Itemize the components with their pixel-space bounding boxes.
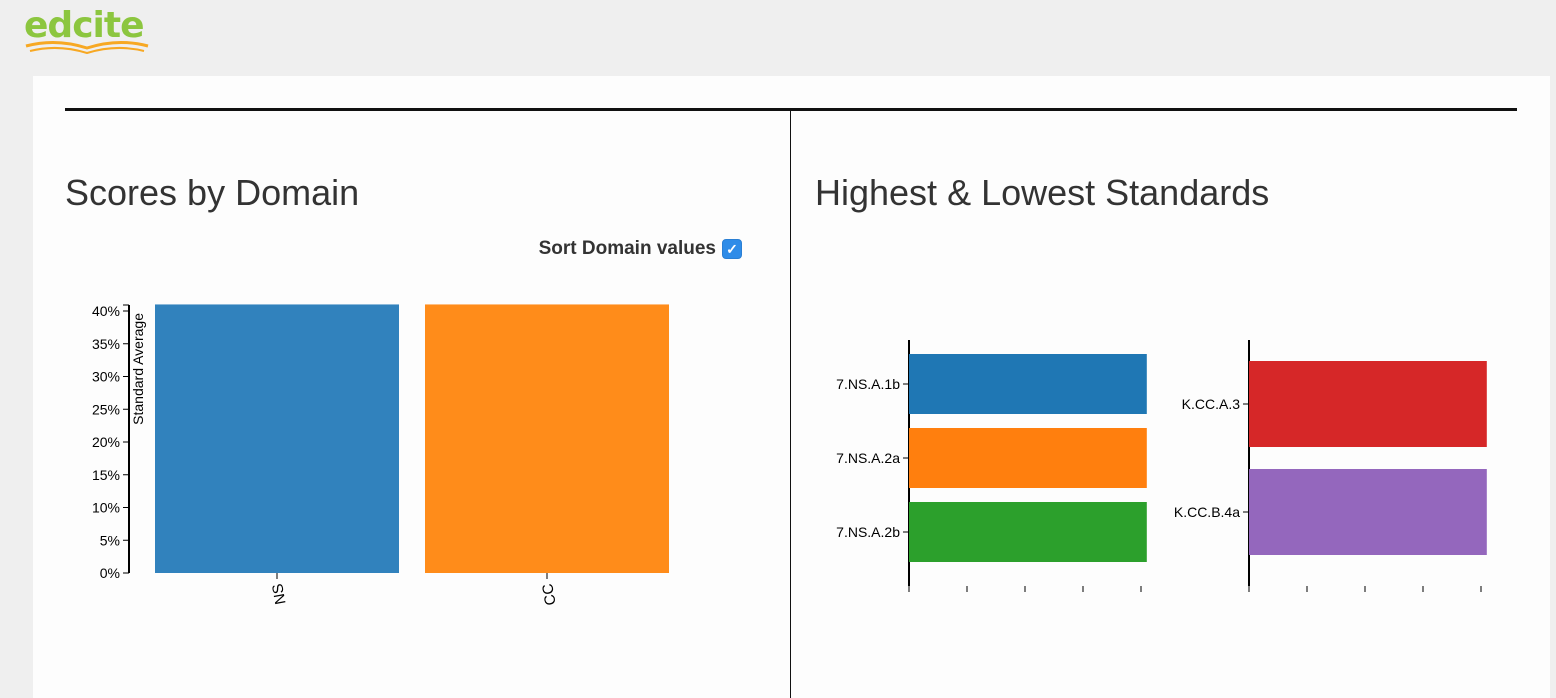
bar-cc: [425, 304, 669, 573]
y-axis-title: Standard Average: [130, 313, 146, 425]
low-standards-chart: K.CC.A.3K.CC.B.4a010203040Low Standards …: [1174, 340, 1487, 592]
highest-lowest-standards-title: Highest & Lowest Standards: [815, 172, 1270, 213]
open-book-icon: [25, 41, 149, 55]
bar-7-ns-a-1b: [909, 354, 1147, 414]
y-tick-label: 5%: [100, 532, 120, 548]
y-tick-label: 20%: [92, 434, 120, 450]
logo-text-ed: ed: [24, 5, 73, 46]
logo-text-cite: cite: [72, 5, 144, 46]
bar-k-cc-b-4a: [1249, 469, 1487, 555]
y-tick-label: 40%: [92, 303, 120, 319]
y-tick-label: K.CC.B.4a: [1174, 504, 1240, 520]
y-tick-label: 7.NS.A.1b: [836, 376, 900, 392]
scores-by-domain-chart: 0% 5% 10% 15% 20% 25% 30% 35% 40% Standard Averag…: [92, 303, 669, 607]
y-tick-label: K.CC.A.3: [1182, 396, 1241, 412]
y-tick-label: 7.NS.A.2b: [836, 524, 900, 540]
logo-wordmark: edcite: [24, 4, 145, 48]
y-tick-label: 15%: [92, 467, 120, 483]
y-tick-label: 0%: [100, 565, 120, 581]
column-divider: [790, 111, 791, 698]
sort-domain-checkbox[interactable]: ✓: [722, 239, 742, 259]
top-rule: [65, 108, 1517, 111]
bar-7-ns-a-2b: [909, 502, 1147, 562]
y-tick-label: 30%: [92, 369, 120, 385]
y-tick-label: 7.NS.A.2a: [836, 450, 900, 466]
bar-ns: [155, 304, 399, 573]
y-tick-label: 35%: [92, 336, 120, 352]
sort-domain-label: Sort Domain values: [538, 238, 716, 259]
report-panel: Scores by Domain Highest & Lowest Standa…: [33, 76, 1550, 698]
bar-k-cc-a-3: [1249, 361, 1487, 447]
bar-7-ns-a-2a: [909, 428, 1147, 488]
y-tick-label: 25%: [92, 401, 120, 417]
x-tick-label: CC: [539, 582, 560, 606]
top-standards-chart: 7.NS.A.1b7.NS.A.2a7.NS.A.2b010203040Top …: [836, 340, 1147, 592]
x-tick-label: NS: [269, 582, 289, 605]
edcite-logo[interactable]: edcite: [24, 4, 154, 60]
y-tick-label: 10%: [92, 500, 120, 516]
scores-by-domain-title: Scores by Domain: [65, 172, 360, 213]
sort-domain-toggle[interactable]: Sort Domain values ✓: [539, 238, 742, 260]
